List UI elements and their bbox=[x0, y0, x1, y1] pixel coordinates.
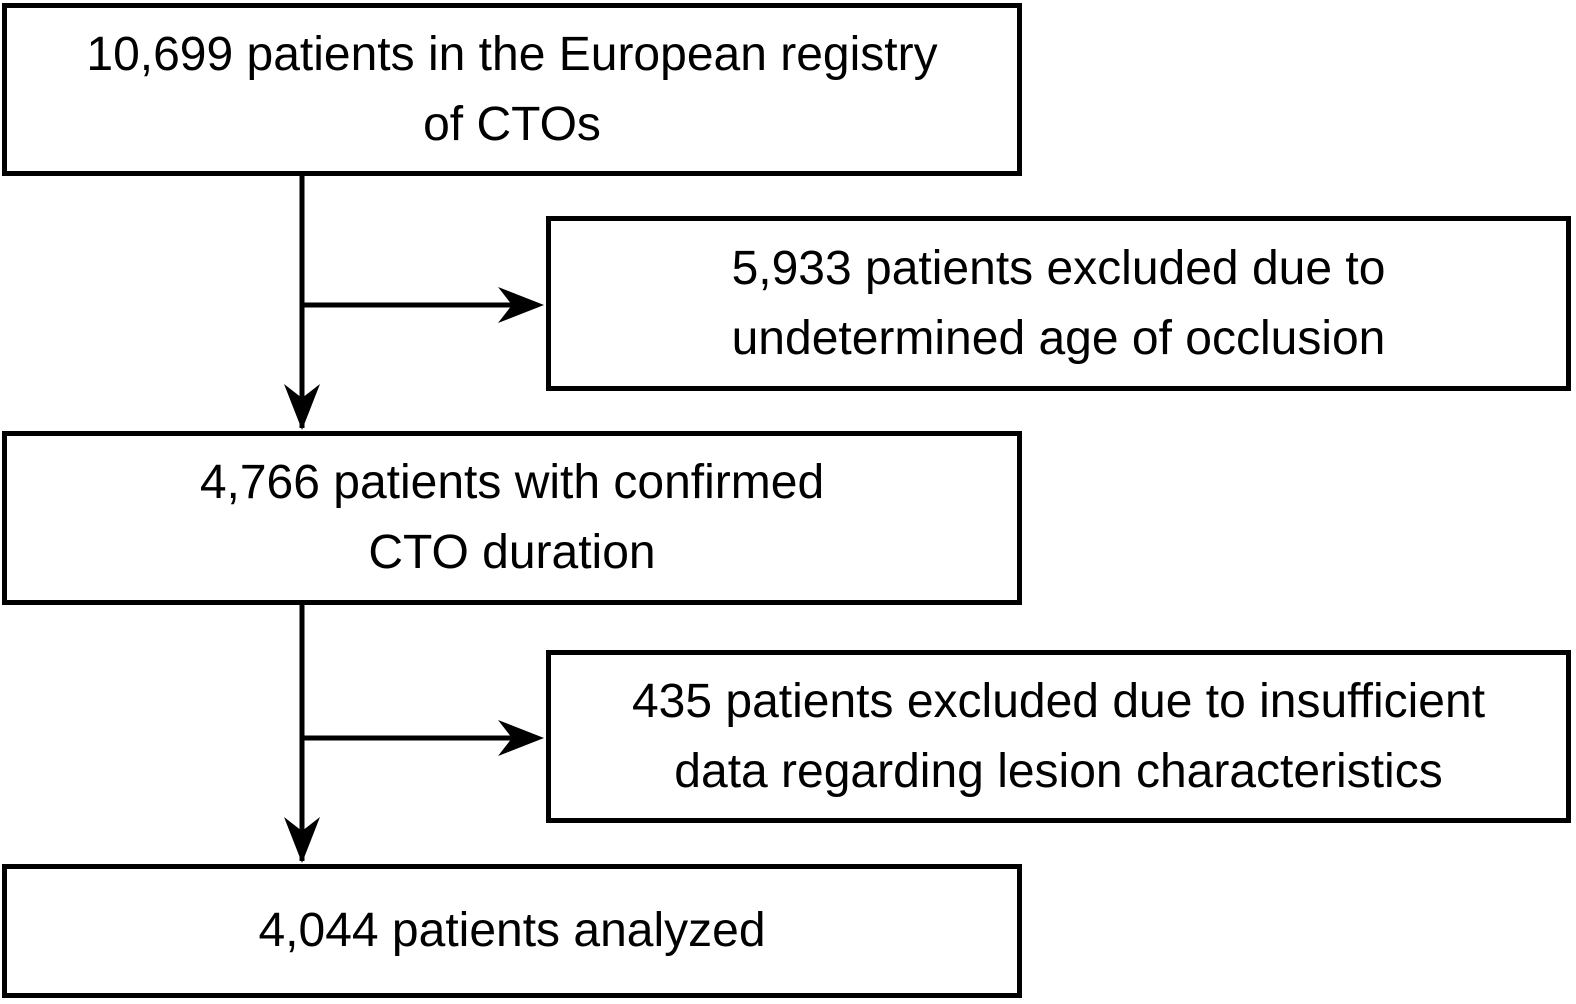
flow-box-confirmed-text: 4,766 patients with confirmed CTO durati… bbox=[199, 456, 825, 579]
arrowhead-right-icon bbox=[498, 287, 544, 323]
flow-box-excluded-lesion-text: 435 patients excluded due to insufficien… bbox=[631, 674, 1486, 798]
arrowhead-right-icon bbox=[498, 720, 544, 756]
flow-box-registry: 10,699 patients in the European registry… bbox=[2, 3, 1022, 176]
flow-box-excluded-age: 5,933 patients excluded due to undetermi… bbox=[546, 216, 1571, 391]
flow-box-registry-text: 10,699 patients in the European registry… bbox=[86, 27, 938, 151]
flow-box-analyzed: 4,044 patients analyzed bbox=[2, 864, 1022, 998]
flow-box-confirmed: 4,766 patients with confirmed CTO durati… bbox=[2, 431, 1022, 605]
flow-box-excluded-lesion: 435 patients excluded due to insufficien… bbox=[546, 650, 1571, 823]
arrowhead-down-icon bbox=[284, 817, 320, 863]
flow-box-excluded-age-text: 5,933 patients excluded due to undetermi… bbox=[731, 241, 1386, 365]
flow-box-analyzed-text: 4,044 patients analyzed bbox=[258, 904, 766, 958]
arrowhead-down-icon bbox=[284, 384, 320, 430]
